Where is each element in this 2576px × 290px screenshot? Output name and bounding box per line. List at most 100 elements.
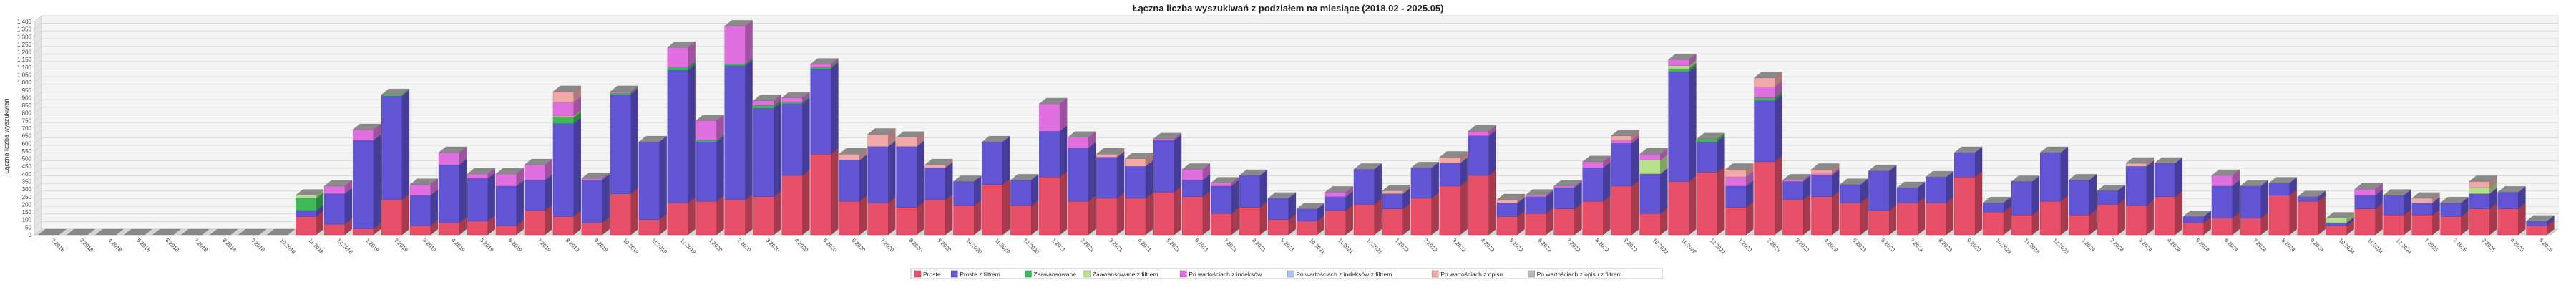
x-tick-label: 2.2022 bbox=[1423, 237, 1439, 253]
bar-front bbox=[867, 146, 889, 203]
x-tick-label: 5.2022 bbox=[1508, 237, 1525, 253]
bar-stack bbox=[1239, 169, 1268, 236]
y-tick-label: 1,000 bbox=[17, 79, 32, 86]
bar-top bbox=[1668, 54, 1697, 60]
x-tick-label: 5.2021 bbox=[1165, 237, 1181, 253]
bar-front bbox=[296, 216, 317, 236]
bar-top bbox=[2354, 183, 2384, 190]
bar-segment bbox=[1039, 170, 1068, 236]
bar-front bbox=[2526, 221, 2547, 226]
bar-front bbox=[2011, 181, 2033, 216]
x-tick-label: 1.2025 bbox=[2424, 237, 2440, 253]
legend-item: Proste bbox=[914, 270, 941, 278]
bar-side bbox=[802, 169, 810, 236]
bar-side bbox=[1088, 195, 1096, 236]
bar-front bbox=[1811, 169, 1833, 175]
bar-side bbox=[2089, 174, 2097, 216]
x-tick-label: 9.2018 bbox=[250, 237, 266, 253]
bar-front bbox=[581, 222, 602, 236]
x-tick-label: 12.2018 bbox=[336, 237, 354, 256]
bar-top bbox=[2125, 157, 2155, 164]
x-tick-label: 8.2024 bbox=[2280, 237, 2297, 253]
x-tick-label: 11.2019 bbox=[650, 237, 668, 255]
x-tick-label: 6.2021 bbox=[1194, 237, 1210, 253]
bar-front bbox=[810, 68, 831, 155]
bar-front bbox=[810, 64, 831, 68]
bar-side bbox=[1488, 130, 1496, 176]
bar-front bbox=[1382, 190, 1403, 194]
bar-top bbox=[1982, 197, 2011, 203]
bar-top bbox=[1782, 174, 1811, 180]
bar-segment bbox=[839, 195, 867, 236]
bar-segment bbox=[2469, 188, 2497, 210]
bar-front bbox=[1697, 138, 1718, 142]
bar-front bbox=[638, 141, 660, 220]
bar-top bbox=[238, 228, 267, 236]
bar-segment bbox=[867, 196, 896, 236]
bar-front bbox=[1096, 157, 1118, 199]
y-tick-label: 750 bbox=[22, 117, 32, 124]
bar-segment bbox=[1382, 188, 1410, 210]
bar-side bbox=[831, 148, 839, 236]
bar-side bbox=[630, 188, 638, 236]
bar-stack bbox=[209, 228, 238, 236]
bar-stack bbox=[810, 58, 839, 236]
y-tick-label: 850 bbox=[22, 102, 32, 109]
x-tick-label: 3.2018 bbox=[79, 237, 95, 253]
bar-stack bbox=[2297, 190, 2326, 236]
bar-front bbox=[696, 140, 717, 142]
bar-top bbox=[1296, 203, 1325, 209]
bar-top bbox=[266, 228, 296, 236]
bar-front bbox=[1611, 143, 1632, 187]
bar-segment bbox=[381, 90, 410, 200]
bar-top bbox=[810, 58, 839, 64]
bar-front bbox=[867, 203, 889, 236]
bar-top bbox=[1582, 155, 1611, 162]
bar-segment bbox=[1353, 163, 1382, 205]
bar-side bbox=[1775, 155, 1782, 236]
bar-segment bbox=[1897, 196, 1926, 236]
bar-stack bbox=[982, 135, 1010, 236]
bar-top bbox=[2411, 192, 2440, 199]
bar-segment bbox=[438, 146, 467, 165]
bar-stack bbox=[180, 228, 210, 236]
bar-front bbox=[1926, 203, 1947, 236]
bar-front bbox=[1068, 200, 1089, 236]
bar-side bbox=[573, 117, 581, 217]
bar-front bbox=[1210, 185, 1232, 214]
bar-segment bbox=[581, 216, 610, 236]
y-tick-label: 950 bbox=[22, 87, 32, 94]
bar-top bbox=[610, 85, 639, 92]
bar-stack bbox=[1582, 155, 1611, 236]
bar-segment bbox=[1926, 170, 1954, 203]
bar-segment bbox=[2154, 190, 2182, 236]
bar-top bbox=[180, 228, 210, 236]
bar-stack bbox=[724, 20, 753, 236]
x-tick-label: 3.2025 bbox=[2481, 237, 2497, 253]
bar-front bbox=[1525, 196, 1546, 214]
x-tick-label: 5.2025 bbox=[2538, 237, 2555, 253]
bar-segment bbox=[552, 117, 581, 217]
bar-segment bbox=[696, 195, 724, 236]
bar-top bbox=[1697, 132, 1725, 140]
bar-front bbox=[1239, 175, 1261, 208]
bar-front bbox=[2469, 193, 2490, 210]
bar-front bbox=[2383, 215, 2404, 236]
bar-front bbox=[1926, 176, 1947, 203]
bar-segment bbox=[409, 219, 439, 236]
bar-segment bbox=[1553, 203, 1582, 236]
x-tick-label: 6.2022 bbox=[1537, 237, 1553, 253]
bar-segment bbox=[1926, 196, 1954, 236]
bar-top bbox=[1811, 163, 1840, 170]
bar-front bbox=[2469, 187, 2490, 194]
bar-front bbox=[1668, 59, 1689, 66]
bar-side bbox=[802, 97, 810, 176]
bar-front bbox=[1954, 176, 1976, 236]
bar-front bbox=[2182, 216, 2205, 223]
bar-stack bbox=[1525, 189, 1554, 236]
bar-stack bbox=[1896, 181, 1926, 236]
bar-front bbox=[2068, 180, 2090, 216]
bar-segment bbox=[2411, 209, 2440, 236]
bar-segment bbox=[1267, 192, 1297, 221]
bar-stack bbox=[1410, 162, 1440, 236]
